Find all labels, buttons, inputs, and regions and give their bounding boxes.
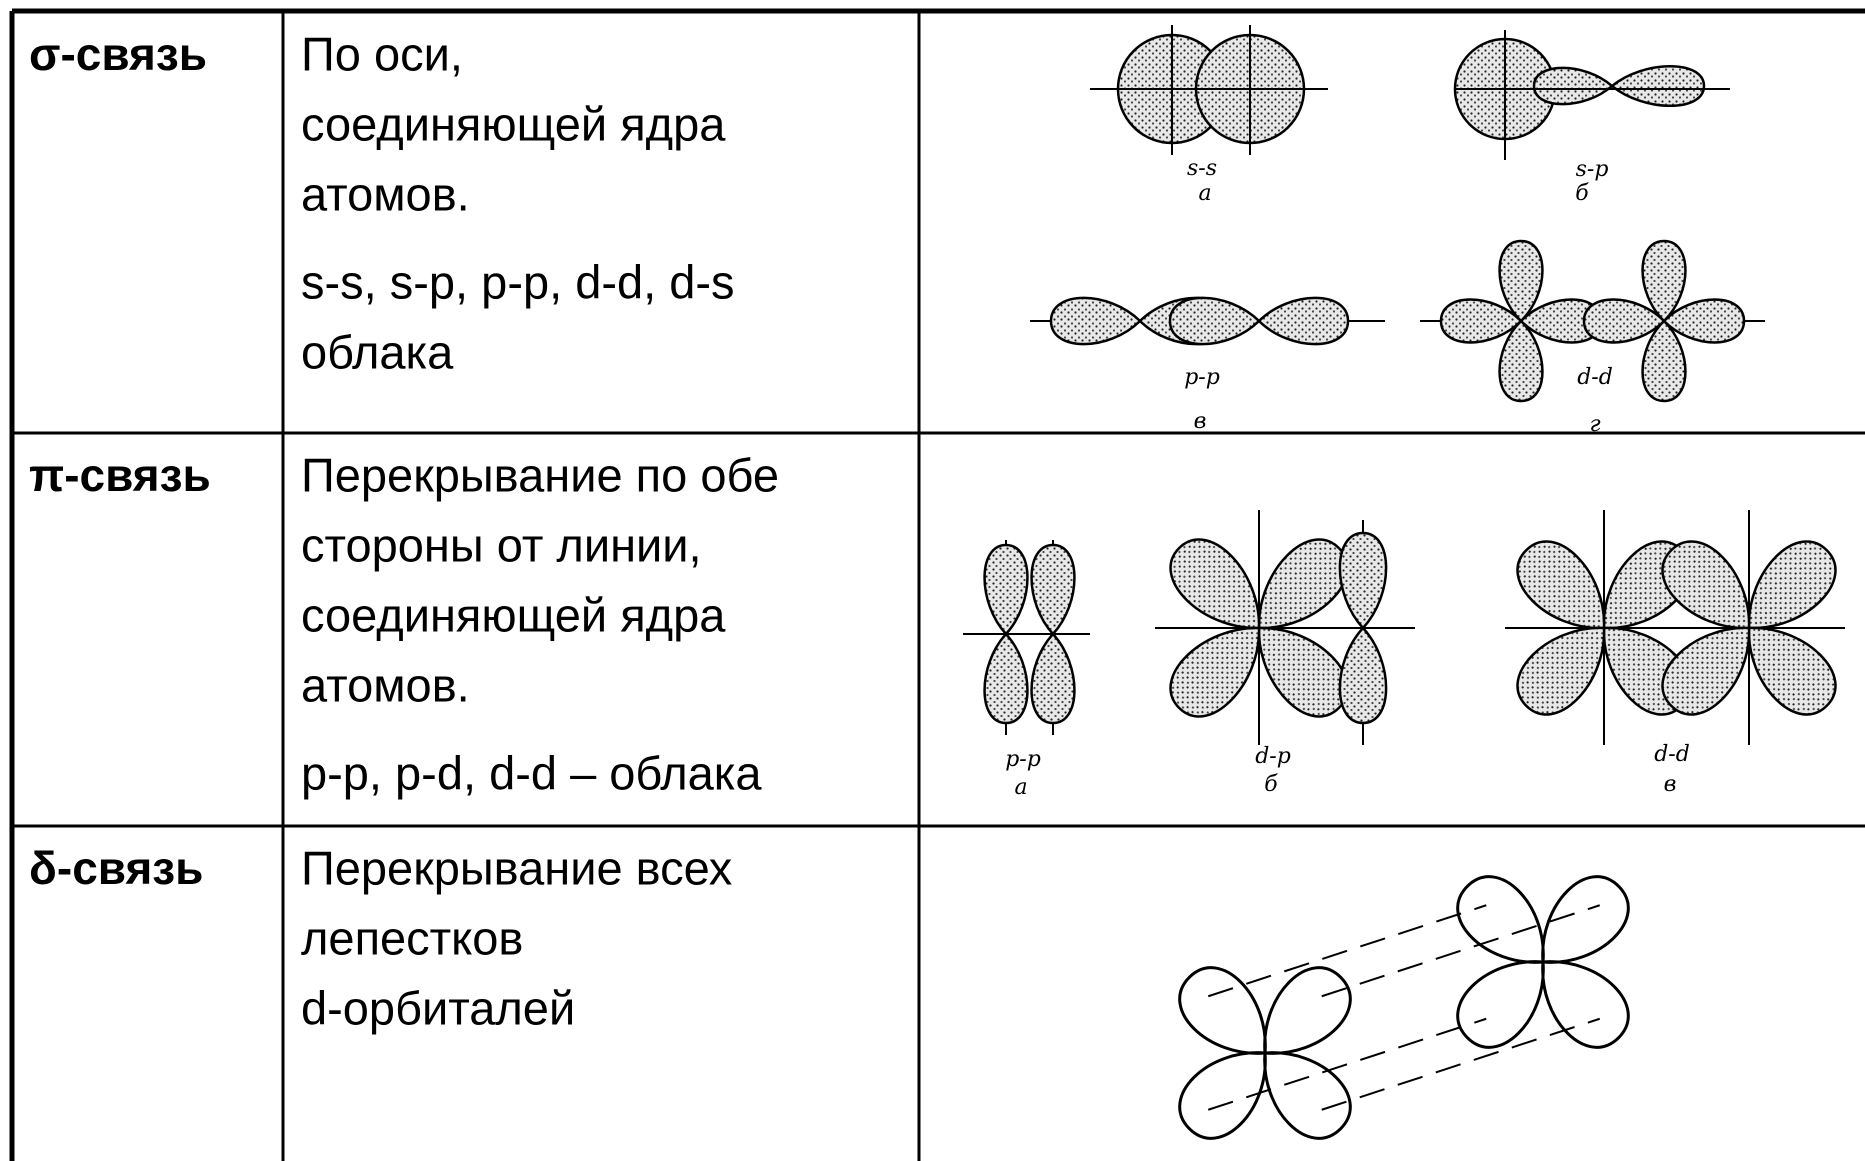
orbital-lobe: [1661, 626, 1751, 716]
description-line: s-s, s-p, p-p, d-d, d-s: [301, 255, 735, 308]
orbital-lobe: [1030, 632, 1076, 725]
diagram-letter: а: [1014, 775, 1027, 800]
orbital-lobe: [1030, 543, 1076, 636]
description-line: стороны от линии,: [301, 518, 702, 571]
description-line: d-орбиталей: [301, 981, 575, 1034]
description-line: соединяющей ядра: [301, 97, 726, 150]
description-line: p-p, p-d, d-d – облака: [301, 746, 762, 799]
diagram-label: s-s: [1187, 156, 1217, 181]
diagram-label: p-p: [1005, 747, 1041, 772]
dashed-line: [1207, 1017, 1487, 1111]
orbital-lobe: [1747, 626, 1837, 716]
description-line: атомов.: [301, 658, 470, 711]
dashed-line: [1321, 1017, 1601, 1111]
orbital-lobe: [1439, 298, 1523, 344]
orbital-lobe: [1516, 626, 1606, 716]
orbital-lobe: [1498, 239, 1544, 323]
description-line: облака: [301, 325, 454, 378]
description-line: соединяющей ядра: [301, 588, 726, 641]
orbital-lobe: [1747, 540, 1837, 630]
diagram-letter: б: [1264, 772, 1278, 797]
orbital-lobe: [983, 632, 1029, 725]
orbital-lobe: [1257, 626, 1349, 718]
content: σ-связь По оси, соединяющей ядра атомов. s-s…: [29, 25, 1845, 1140]
orbital-lobe: [1168, 296, 1261, 346]
description-line: Перекрывание всех: [301, 841, 732, 894]
orbital-lobe: [1257, 296, 1350, 346]
description-line: атомов.: [301, 167, 470, 220]
orbital-lobe: [1662, 298, 1746, 344]
diagram-label: p-p: [1184, 365, 1220, 390]
diagram-label: d-d: [1654, 742, 1690, 767]
table-grid: [9, 8, 1865, 1161]
orbital-lobe: [1338, 626, 1388, 725]
bond-name: π-связь: [29, 449, 211, 501]
diagram-letter: в: [1664, 772, 1677, 797]
orbital-lobe: [1516, 540, 1606, 630]
orbital-lobe: [1661, 540, 1751, 630]
orbital-lobe: [1338, 531, 1388, 630]
bond-name: δ-связь: [29, 842, 203, 894]
bond-name: σ-связь: [29, 28, 207, 80]
diagram-label: s-p: [1576, 157, 1609, 182]
description-line: Перекрывание по обе: [301, 448, 779, 501]
description-line: По оси,: [301, 27, 463, 80]
diagram-letter: в: [1194, 409, 1207, 434]
orbital-lobe: [1641, 319, 1687, 403]
orbital-lobe: [983, 543, 1029, 636]
description-line: лепестков: [301, 911, 523, 964]
diagram-letter: а: [1198, 181, 1211, 206]
orbital-lobe: [1169, 538, 1261, 630]
dashed-line: [1321, 904, 1601, 998]
diagram-label: d-d: [1577, 365, 1613, 390]
diagram-letter: г: [1589, 412, 1600, 437]
orbital-lobe: [1049, 296, 1142, 346]
diagram-letter: б: [1575, 181, 1589, 206]
orbital-lobe: [1532, 66, 1614, 106]
dashed-line: [1207, 904, 1487, 998]
orbital-lobe: [1582, 298, 1666, 344]
diagram-label: d-p: [1255, 744, 1291, 769]
orbital-lobe: [1257, 538, 1349, 630]
orbital-lobe: [1169, 626, 1261, 718]
orbital-lobe: [1498, 319, 1544, 403]
orbital-lobe: [1610, 64, 1706, 108]
orbital-lobe: [1641, 239, 1687, 323]
